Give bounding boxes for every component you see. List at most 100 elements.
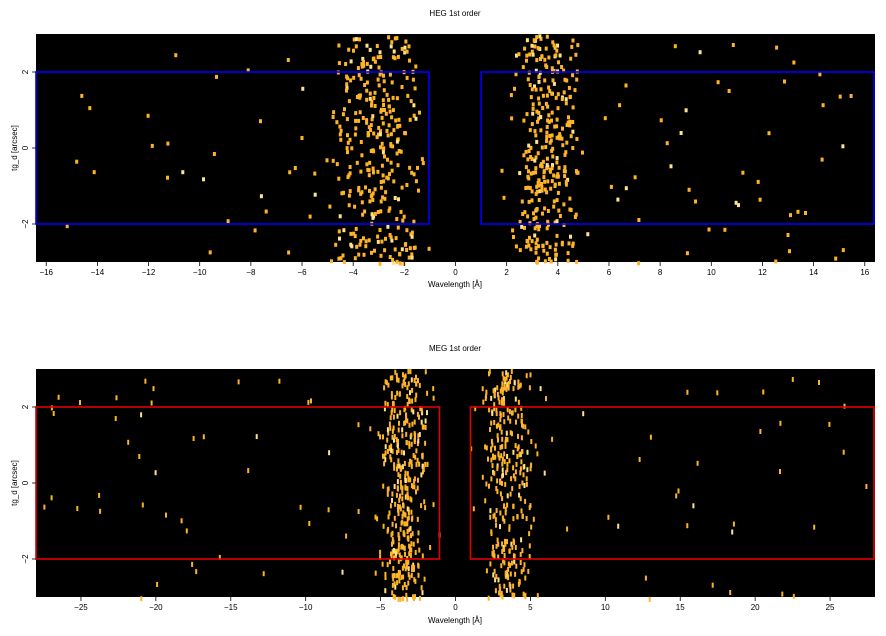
- event-pixel: [509, 374, 512, 380]
- event-pixel: [390, 457, 393, 463]
- event-pixel: [497, 577, 500, 583]
- event-pixel: [407, 515, 410, 521]
- event-pixel: [556, 190, 560, 195]
- event-pixel: [409, 544, 412, 550]
- event-pixel: [547, 55, 551, 60]
- event-pixel: [501, 496, 504, 502]
- event-pixel: [379, 199, 383, 204]
- event-pixel: [414, 454, 417, 460]
- event-pixel: [399, 526, 402, 532]
- event-pixel: [530, 87, 534, 92]
- event-pixel: [648, 596, 651, 602]
- event-pixel: [426, 410, 428, 416]
- event-pixel: [398, 463, 401, 469]
- event-pixel: [413, 577, 416, 583]
- event-pixel: [80, 93, 84, 98]
- event-pixel: [492, 550, 495, 555]
- event-pixel: [517, 399, 520, 405]
- event-pixel: [363, 83, 367, 87]
- event-pixel: [363, 209, 367, 214]
- event-pixel: [384, 575, 387, 581]
- event-pixel: [400, 449, 403, 455]
- event-pixel: [408, 527, 411, 533]
- event-pixel: [395, 437, 398, 443]
- event-pixel: [399, 493, 401, 499]
- event-pixel: [389, 425, 392, 431]
- event-pixel: [519, 382, 522, 388]
- event-pixel: [767, 131, 771, 136]
- event-pixel: [417, 188, 420, 193]
- event-pixel: [409, 369, 412, 375]
- event-pixel: [547, 85, 551, 90]
- event-pixel: [501, 456, 504, 462]
- event-pixel: [506, 461, 509, 467]
- event-pixel: [556, 43, 559, 48]
- event-pixel: [411, 564, 414, 570]
- event-pixel: [501, 371, 504, 377]
- x-tick-label: −25: [74, 603, 88, 612]
- event-pixel: [496, 385, 499, 391]
- event-pixel: [557, 208, 561, 213]
- event-pixel: [174, 53, 178, 58]
- event-pixel: [501, 400, 504, 406]
- event-pixel: [575, 137, 579, 141]
- event-pixel: [406, 516, 409, 522]
- event-pixel: [497, 422, 500, 428]
- event-pixel: [409, 547, 411, 553]
- event-pixel: [556, 106, 560, 111]
- event-pixel: [484, 444, 487, 450]
- event-pixel: [501, 461, 504, 467]
- event-pixel: [373, 59, 377, 64]
- event-pixel: [398, 261, 402, 266]
- event-pixel: [414, 578, 417, 584]
- event-pixel: [361, 212, 365, 217]
- event-pixel: [408, 246, 412, 251]
- event-pixel: [553, 45, 557, 50]
- event-pixel: [565, 140, 569, 145]
- event-pixel: [514, 407, 517, 413]
- event-pixel: [393, 465, 396, 471]
- event-pixel: [781, 591, 784, 597]
- event-pixel: [506, 382, 509, 388]
- x-tick-label: −2: [400, 268, 410, 277]
- event-pixel: [386, 491, 389, 497]
- event-pixel: [388, 72, 392, 77]
- event-pixel: [501, 549, 504, 555]
- event-pixel: [493, 553, 496, 559]
- x-tick-label: 4: [556, 268, 561, 277]
- event-pixel: [527, 149, 531, 154]
- event-pixel: [391, 521, 394, 527]
- event-pixel: [413, 86, 417, 91]
- event-pixel: [414, 64, 418, 69]
- event-pixel: [494, 387, 497, 393]
- event-pixel: [391, 582, 394, 588]
- event-pixel: [514, 244, 518, 249]
- event-pixel: [519, 496, 522, 502]
- event-pixel: [404, 381, 407, 387]
- event-pixel: [497, 541, 500, 547]
- event-pixel: [406, 401, 409, 407]
- event-pixel: [408, 398, 411, 404]
- event-pixel: [401, 427, 404, 433]
- event-pixel: [410, 377, 413, 383]
- event-pixel: [346, 175, 350, 180]
- event-pixel: [344, 62, 348, 66]
- event-pixel: [392, 425, 395, 431]
- event-pixel: [490, 446, 493, 452]
- event-pixel: [551, 163, 554, 168]
- event-pixel: [514, 571, 517, 577]
- event-pixel: [386, 157, 389, 162]
- event-pixel: [838, 94, 842, 99]
- event-pixel: [509, 571, 512, 577]
- event-pixel: [503, 547, 506, 553]
- event-pixel: [510, 116, 514, 121]
- event-pixel: [377, 83, 381, 88]
- event-pixel: [382, 79, 386, 84]
- event-pixel: [407, 475, 410, 481]
- x-tick-label: 2: [504, 268, 509, 277]
- event-pixel: [396, 463, 399, 469]
- event-pixel: [554, 242, 558, 247]
- event-pixel: [495, 423, 498, 429]
- event-pixel: [401, 464, 404, 470]
- event-pixel: [293, 166, 297, 170]
